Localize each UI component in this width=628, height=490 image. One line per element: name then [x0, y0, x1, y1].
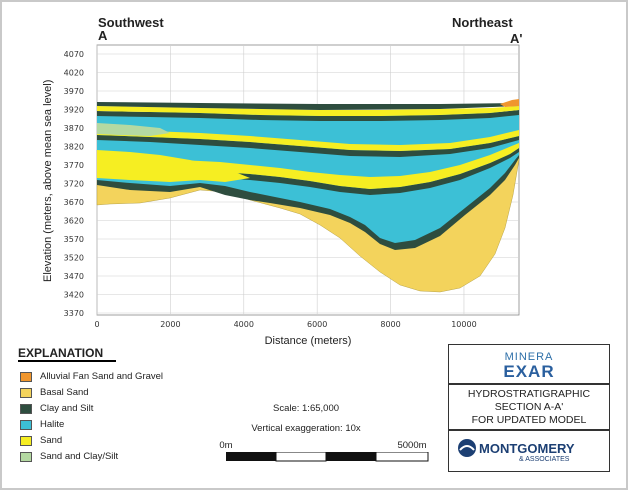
y-axis-label: Elevation (meters, above mean sea level)	[42, 80, 54, 282]
section-start-label: A	[98, 28, 108, 43]
x-tick-label: 2000	[160, 320, 180, 329]
scale-bar-segment	[326, 452, 376, 461]
legend-item: Clay and Silt	[20, 402, 93, 415]
y-tick-label: 3570	[64, 235, 84, 244]
y-tick-label: 4020	[64, 69, 84, 78]
y-tick-label: 3920	[64, 106, 84, 115]
explanation-underline	[18, 360, 116, 362]
y-tick-label: 4070	[64, 50, 84, 59]
legend-item: Sand and Clay/Silt	[20, 450, 118, 463]
title-line-3: FOR UPDATED MODEL	[471, 414, 587, 426]
title-block: MINERA EXAR HYDROSTRATIGRAPHIC SECTION A…	[448, 344, 610, 472]
scale-bar-segment	[375, 452, 429, 462]
company-subtitle: & ASSOCIATES	[519, 456, 570, 463]
scale-bar-end-label: 5000m	[397, 440, 427, 451]
y-tick-label: 3970	[64, 87, 84, 96]
legend-item: Alluvial Fan Sand and Gravel	[20, 370, 163, 383]
x-axis-label: Distance (meters)	[265, 335, 352, 347]
northeast-label: Northeast	[452, 15, 513, 30]
legend-label: Alluvial Fan Sand and Gravel	[40, 371, 164, 382]
legend-swatch	[20, 451, 32, 462]
alluvial-fan-unit	[500, 99, 519, 107]
company-logo-icon	[458, 439, 476, 457]
y-tick-label: 3420	[64, 291, 84, 300]
x-tick-label: 0	[94, 320, 99, 329]
scale-bar-segment	[226, 452, 276, 461]
x-tick-label: 6000	[307, 320, 327, 329]
vertical-exaggeration-text: Vertical exaggeration: 10x	[251, 423, 361, 434]
y-tick-label: 3820	[64, 143, 84, 152]
legend-swatch	[20, 387, 32, 398]
y-tick-label: 3520	[64, 254, 84, 263]
scale-bar	[226, 452, 429, 462]
y-tick-label: 3670	[64, 198, 84, 207]
top-sand-band	[97, 106, 519, 116]
middle-sand-lens	[97, 143, 519, 189]
legend-label: Sand	[40, 435, 63, 446]
y-tick-label: 3370	[64, 309, 84, 318]
legend-item: Sand	[20, 434, 62, 447]
brand-main-logo: EXAR	[503, 362, 555, 381]
top-clay-silt-band	[97, 110, 519, 121]
x-tick-label: 4000	[234, 320, 254, 329]
legend-item: Basal Sand	[20, 386, 89, 399]
brand-top-text: MINERA	[504, 351, 554, 363]
upper-sand-band	[97, 129, 519, 151]
legend-label: Sand and Clay/Silt	[40, 451, 119, 462]
legend-label: Clay and Silt	[40, 403, 94, 414]
title-block-divider	[449, 383, 609, 385]
legend-swatch	[20, 371, 32, 382]
y-tick-label: 3770	[64, 161, 84, 170]
y-tick-label: 3720	[64, 180, 84, 189]
left-sand-wedge	[97, 150, 250, 182]
legend-swatch	[20, 403, 32, 414]
legend-item: Halite	[20, 418, 64, 431]
section-end-label: A'	[510, 31, 523, 46]
y-tick-label: 3620	[64, 217, 84, 226]
legend-swatch	[20, 419, 32, 430]
geologic-layers	[96, 99, 520, 293]
legend-swatch	[20, 435, 32, 446]
explanation-title: EXPLANATION	[18, 346, 104, 360]
x-tick-label: 10000	[451, 320, 476, 329]
title-line-2: SECTION A-A'	[494, 401, 564, 413]
scale-ratio-text: Scale: 1:65,000	[272, 403, 340, 414]
sand-and-clay-silt-unit	[97, 123, 170, 136]
legend-label: Halite	[40, 419, 65, 430]
scale-bar-segment	[275, 452, 327, 462]
surface-clay-silt-band	[97, 102, 519, 110]
legend-label: Basal Sand	[40, 387, 89, 398]
southwest-label: Southwest	[98, 15, 164, 30]
company-name: MONTGOMERY	[479, 441, 575, 456]
scale-bar-start-label: 0m	[219, 440, 233, 451]
x-tick-label: 8000	[380, 320, 400, 329]
title-line-1: HYDROSTRATIGRAPHIC	[467, 388, 591, 400]
title-block-divider	[449, 429, 609, 431]
y-tick-label: 3470	[64, 272, 84, 281]
y-tick-label: 3870	[64, 124, 84, 133]
upper-clay-silt-band	[97, 135, 519, 157]
